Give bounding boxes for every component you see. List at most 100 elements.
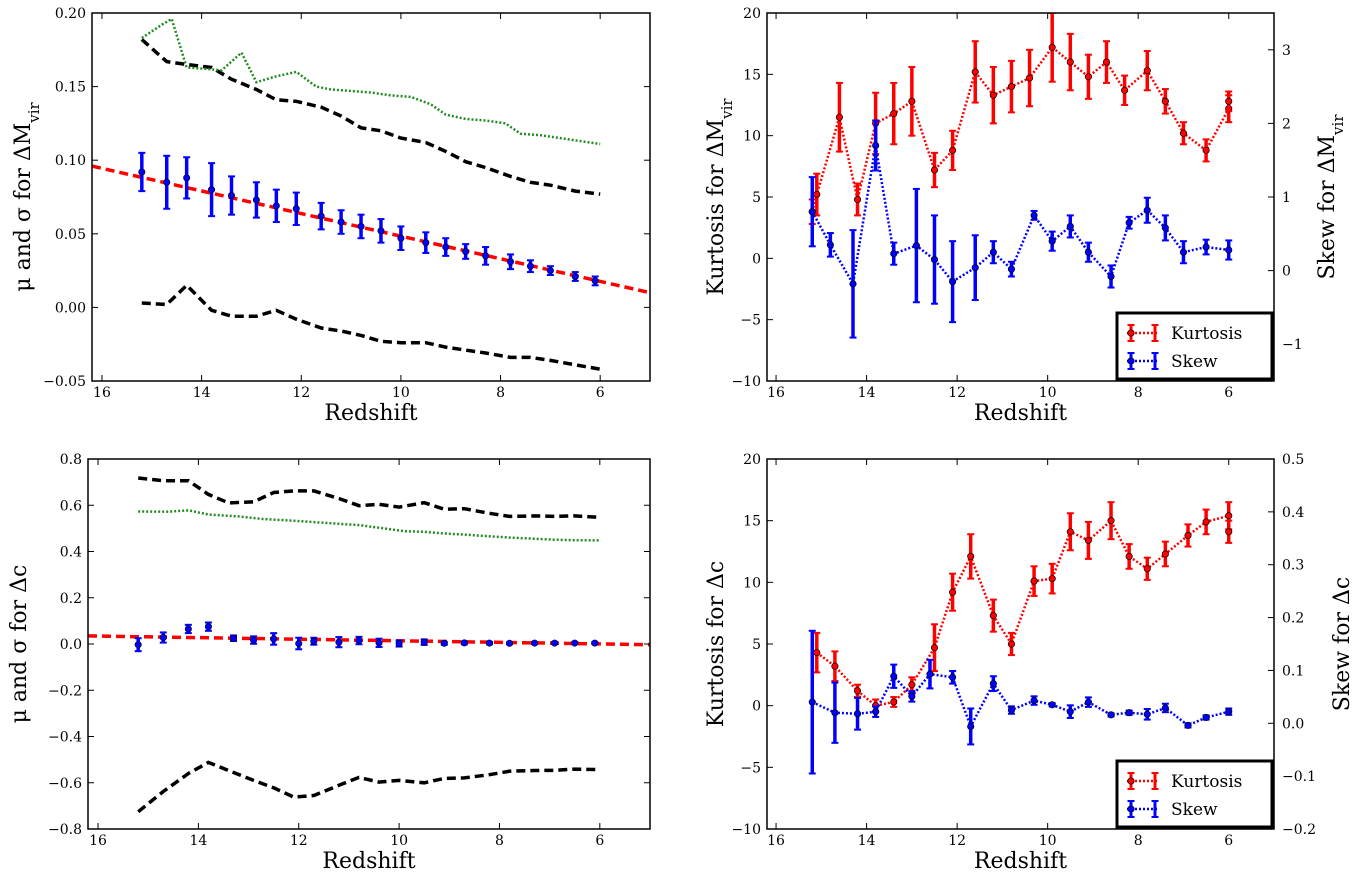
kurtosis-point — [1184, 531, 1192, 540]
kurtosis-point — [908, 681, 916, 689]
mean-point — [526, 262, 534, 270]
mean-point — [397, 234, 405, 242]
y-tick-label: 5 — [752, 637, 761, 653]
kurtosis-point — [1225, 512, 1233, 520]
mean-point — [591, 277, 599, 285]
skew-point — [1202, 713, 1210, 722]
mean-point — [252, 196, 260, 204]
y-tick-label: −5 — [740, 313, 761, 329]
mean-point — [228, 192, 236, 200]
y-tick-label: 5 — [752, 190, 761, 206]
skew-point — [1084, 698, 1092, 706]
mean-point — [571, 272, 579, 280]
y-tick-label: 0.2 — [60, 591, 82, 607]
skew-point — [949, 673, 957, 681]
skew-point — [926, 670, 934, 678]
kurtosis-point — [813, 190, 821, 199]
y-right-tick-label: 2 — [1282, 116, 1291, 132]
sigma-lower-line — [137, 760, 600, 814]
x-tick-label: 12 — [292, 385, 310, 401]
kurtosis-point — [1084, 536, 1092, 544]
skew-point — [989, 680, 997, 688]
legend-kurtosis-marker — [1127, 329, 1135, 337]
mean-point — [250, 636, 258, 644]
mean-point — [335, 638, 343, 646]
mean-point — [482, 252, 490, 260]
legend-kurtosis-label: Kurtosis — [1171, 772, 1242, 792]
skew-point — [1048, 237, 1056, 245]
plot-frame — [91, 12, 651, 382]
y-right-tick-label: 0.3 — [1282, 558, 1304, 574]
x-tick-label: 6 — [595, 833, 604, 849]
y-tick-label: −10 — [731, 374, 761, 390]
skew-point — [1007, 706, 1015, 714]
y-tick-label: 10 — [743, 129, 761, 145]
x-tick-label: 6 — [1224, 385, 1233, 401]
skew-point — [1125, 709, 1133, 717]
skew-point — [912, 242, 920, 250]
x-tick-label: 6 — [596, 385, 605, 401]
legend: Kurtosis Skew — [1115, 311, 1274, 381]
skew-point — [1084, 248, 1092, 256]
mean-point — [506, 258, 514, 266]
mean-point — [440, 639, 448, 647]
kurtosis-point — [1084, 73, 1092, 81]
y-right-tick-label: 1 — [1282, 190, 1291, 206]
y-right-axis-label: Skew for Δc — [1330, 577, 1355, 711]
y-right-tick-label: −1 — [1282, 337, 1303, 353]
sigma-line — [141, 17, 601, 146]
mean-point — [183, 174, 191, 182]
mean-point — [272, 202, 280, 210]
skew-point — [908, 692, 916, 700]
skew-point — [831, 709, 839, 717]
legend-skew-label: Skew — [1171, 800, 1218, 820]
mean-point — [204, 623, 212, 631]
y-tick-label: −0.05 — [43, 374, 86, 390]
kurtosis-point — [1202, 518, 1210, 526]
x-tick-label: 14 — [193, 385, 211, 401]
kurtosis-point — [989, 91, 997, 99]
mean-point — [270, 635, 278, 643]
mean-point — [138, 168, 146, 176]
kurtosis-point — [967, 552, 975, 560]
skew-point — [1225, 246, 1233, 254]
plot-area — [88, 476, 650, 814]
skew-point — [1202, 243, 1210, 251]
kurtosis-point — [1225, 528, 1233, 536]
kurtosis-point — [1048, 43, 1056, 51]
mean-point — [422, 239, 430, 247]
y-tick-label: −0.6 — [48, 776, 82, 792]
mean-point — [310, 637, 318, 645]
y-tick-label: 0.6 — [60, 498, 82, 514]
mean-point — [531, 639, 539, 647]
skew-point — [1066, 708, 1074, 716]
kurtosis-point — [989, 612, 997, 620]
skew-point — [1161, 704, 1169, 712]
y-tick-label: 0.20 — [55, 6, 86, 22]
legend-kurtosis-marker — [1127, 777, 1135, 785]
y-tick-label: 20 — [743, 452, 761, 468]
x-tick-label: 10 — [392, 385, 410, 401]
fit-line — [88, 634, 650, 647]
y-right-tick-label: −0.1 — [1282, 769, 1316, 785]
kurtosis-point — [1030, 577, 1038, 585]
x-tick-label: 16 — [93, 385, 111, 401]
kurtosis-point — [1066, 58, 1074, 66]
x-tick-label: 8 — [1134, 385, 1143, 401]
skew-point — [890, 672, 898, 680]
mean-point — [159, 634, 167, 642]
kurtosis-point — [1202, 146, 1210, 154]
x-tick-label: 12 — [948, 385, 966, 401]
skew-point — [1048, 701, 1056, 709]
y-right-tick-label: −0.2 — [1282, 822, 1316, 838]
y-axis-label: μ and σ for Δc — [7, 565, 32, 724]
legend-box — [1115, 311, 1274, 381]
x-tick-label: 8 — [496, 385, 505, 401]
kurtosis-point — [831, 662, 839, 670]
mean-point — [485, 639, 493, 647]
kurtosis-point — [1102, 58, 1111, 66]
mean-point — [355, 637, 363, 645]
skew-point — [1184, 721, 1192, 729]
y-tick-label: 15 — [743, 67, 761, 83]
y-right-tick-label: 0 — [1282, 264, 1291, 280]
